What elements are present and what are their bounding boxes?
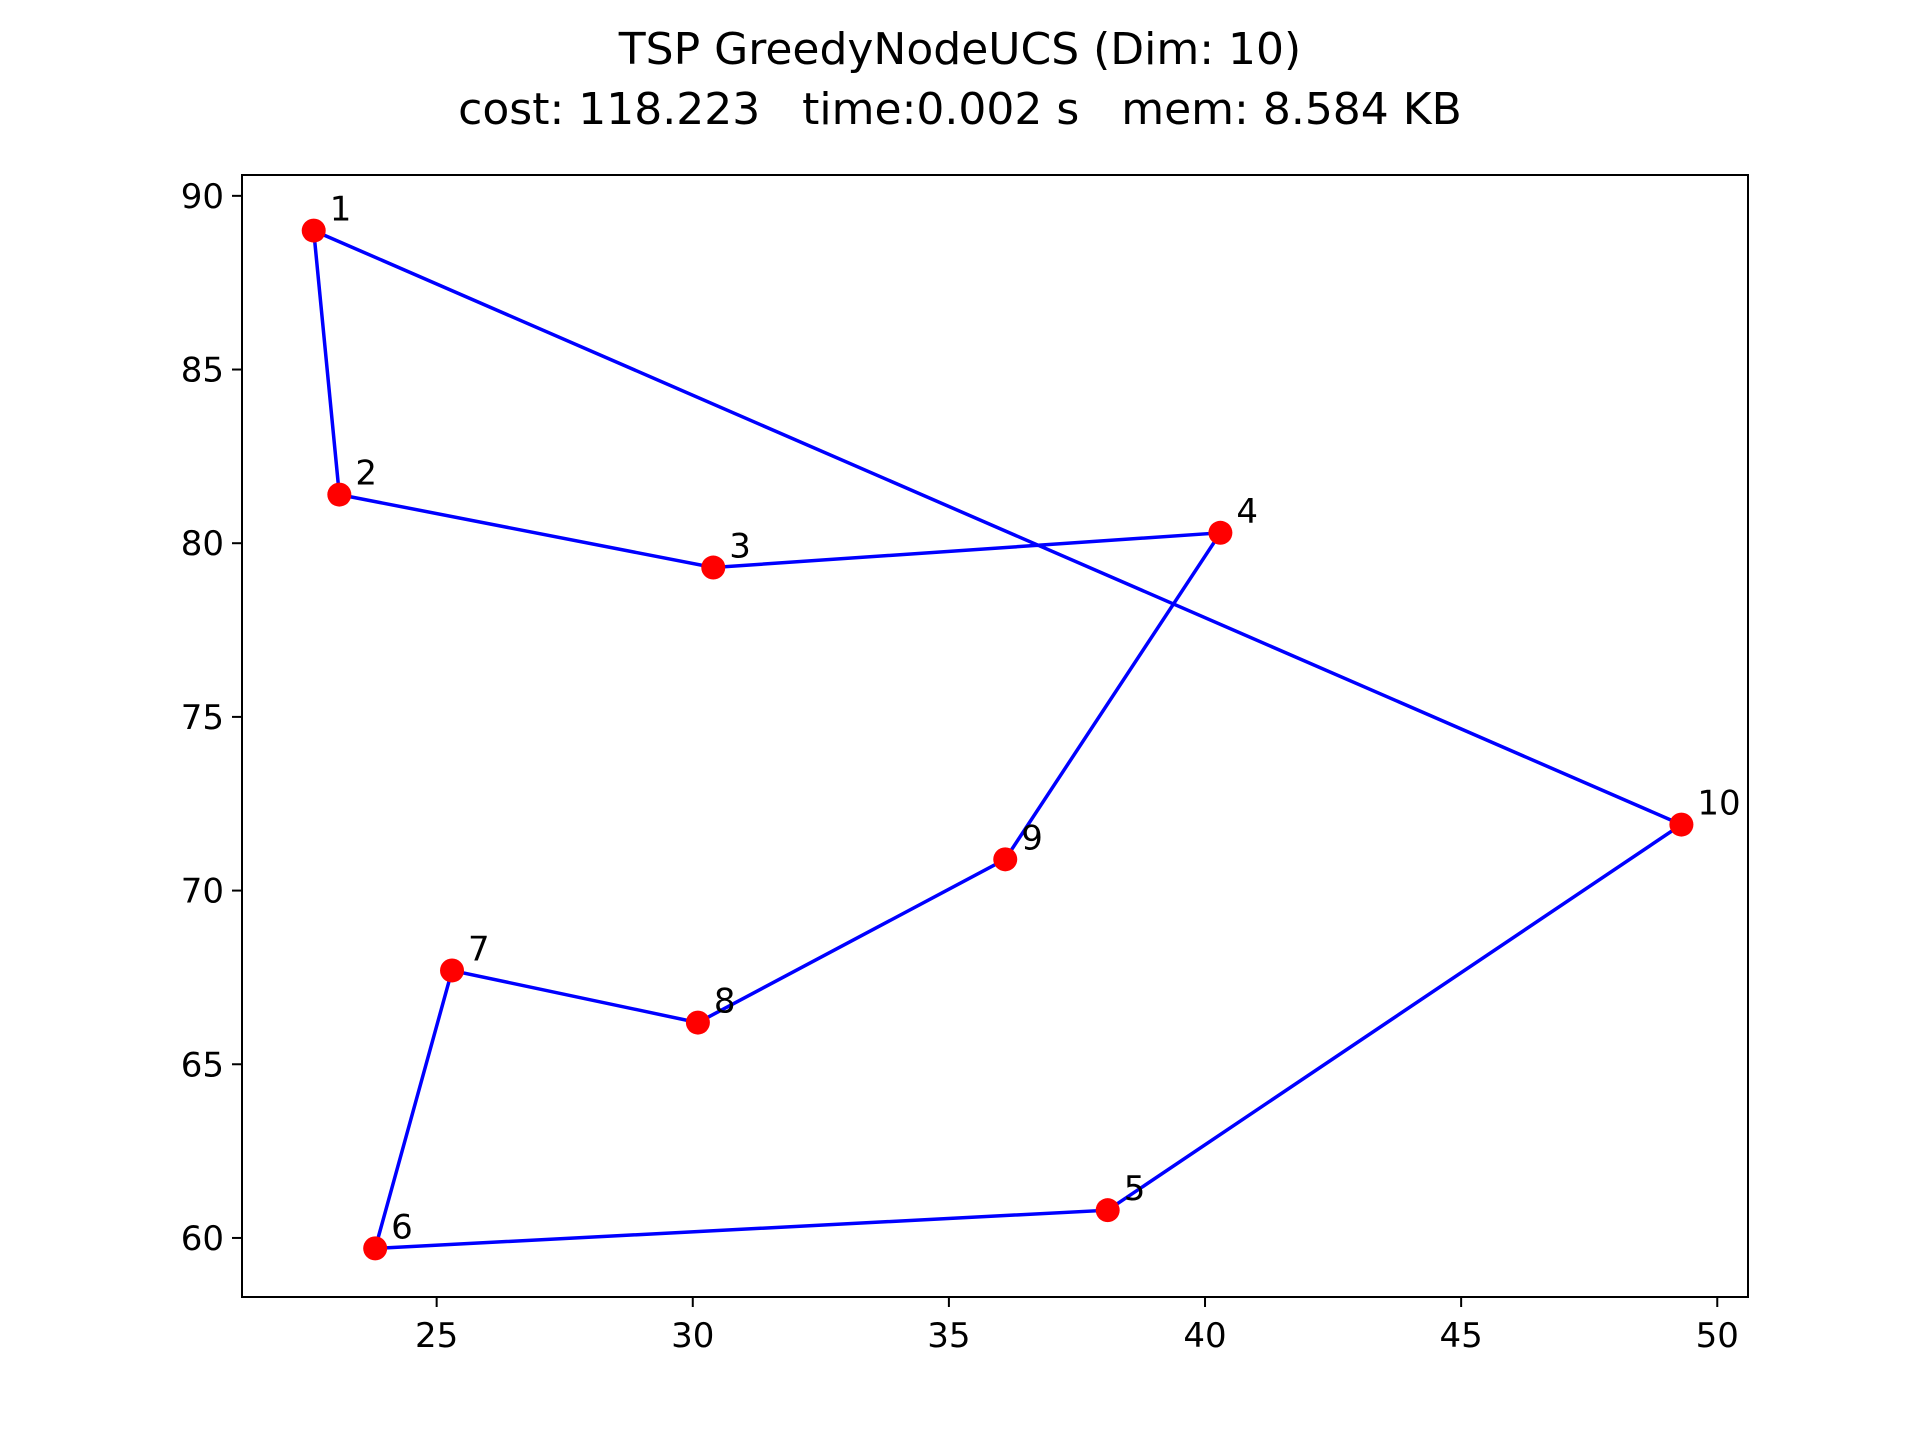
y-tick-label: 60	[181, 1219, 224, 1259]
city-label-7: 7	[468, 929, 490, 969]
city-point-7	[440, 958, 465, 983]
x-axis-ticks: 25 30 35 40 45 50	[415, 1297, 1739, 1356]
city-label-9: 9	[1021, 818, 1043, 858]
city-label-5: 5	[1124, 1169, 1146, 1209]
city-label-2: 2	[355, 454, 377, 494]
y-tick-label: 90	[181, 177, 224, 217]
city-point-3	[701, 555, 726, 580]
city-point-2	[327, 482, 352, 507]
city-point-9	[993, 847, 1018, 872]
city-label-1: 1	[330, 190, 352, 230]
x-tick-label: 50	[1696, 1316, 1739, 1356]
chart-subtitle: cost: 118.223 time:0.002 s mem: 8.584 KB	[458, 84, 1462, 135]
city-label-4: 4	[1236, 492, 1258, 532]
plot-frame	[241, 174, 1749, 1298]
chart-title: TSP GreedyNodeUCS (Dim: 10)	[618, 24, 1301, 75]
city-label-8: 8	[714, 982, 736, 1022]
city-point-6	[363, 1236, 388, 1261]
city-label-6: 6	[391, 1207, 413, 1247]
city-labels: 1 2 3 4 5 6 7 8 9 10	[330, 190, 1741, 1248]
city-point-4	[1208, 520, 1233, 545]
y-tick-label: 70	[181, 872, 224, 912]
x-tick-label: 40	[1183, 1316, 1226, 1356]
city-point-10	[1669, 812, 1694, 837]
city-point-5	[1095, 1198, 1120, 1223]
y-tick-label: 85	[181, 351, 224, 391]
y-axis-ticks: 60 65 70 75 80 85 90	[181, 177, 242, 1259]
x-tick-label: 30	[671, 1316, 714, 1356]
city-point-8	[685, 1010, 710, 1035]
city-label-10: 10	[1697, 784, 1740, 824]
x-tick-label: 25	[415, 1316, 458, 1356]
y-tick-label: 80	[181, 524, 224, 564]
x-tick-label: 45	[1440, 1316, 1483, 1356]
city-points	[301, 218, 1694, 1261]
y-tick-label: 75	[181, 698, 224, 738]
city-point-1	[301, 218, 326, 243]
city-label-3: 3	[729, 527, 751, 567]
y-tick-label: 65	[181, 1045, 224, 1085]
x-tick-label: 35	[927, 1316, 970, 1356]
